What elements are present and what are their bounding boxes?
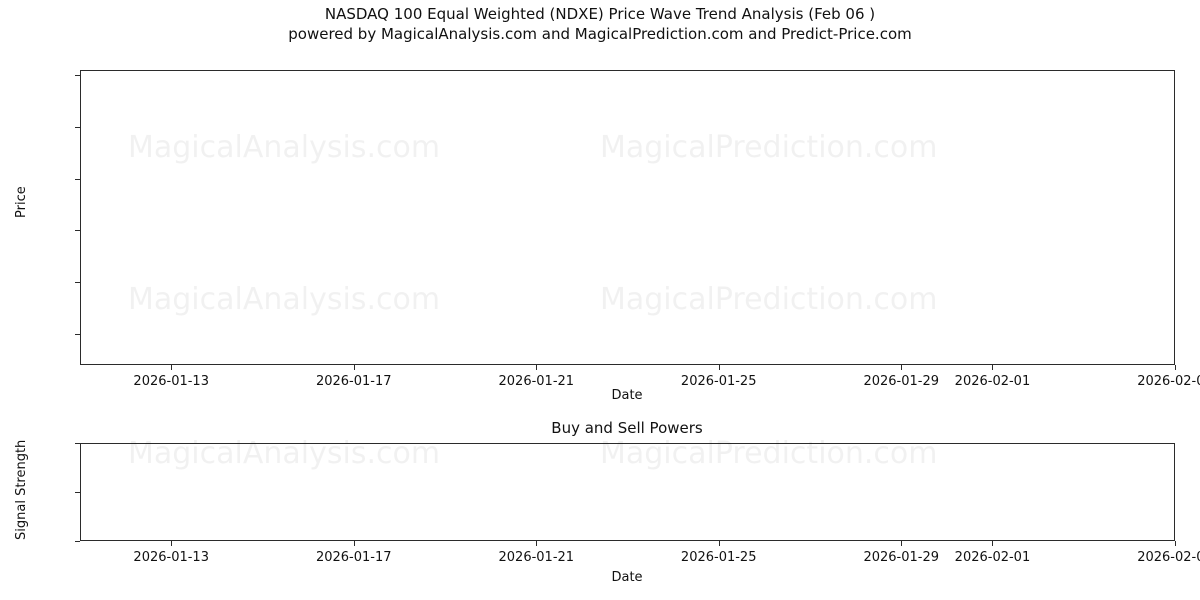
main-x-tick-label: 2026-02-01	[954, 374, 1031, 389]
main-plot-frame	[80, 70, 1175, 365]
sub-x-tick-mark	[536, 541, 538, 546]
main-y-tick-mark	[75, 126, 80, 128]
sub-y-tick-mark	[75, 492, 80, 493]
sub-x-tick-mark	[992, 541, 994, 546]
price-wave-chart: 850086008700880089009000 2026-01-132026-…	[75, 70, 1200, 389]
sub-y-axis-title: Signal Strength	[14, 439, 29, 540]
sub-x-tick-label: 2026-01-21	[498, 550, 575, 565]
sub-x-tick-mark	[718, 541, 720, 546]
main-x-tick-label: 2026-01-29	[863, 374, 940, 389]
sub-x-tick-mark	[353, 541, 355, 546]
buy-sell-powers-chart: 0.00.51.0 2026-01-132026-01-172026-01-21…	[75, 443, 1200, 565]
sub-y-tick-mark	[75, 443, 80, 444]
main-y-tick-mark	[75, 333, 80, 335]
main-x-tick-label: 2026-01-25	[680, 374, 757, 389]
main-x-tick-mark	[901, 365, 903, 370]
sub-x-tick-label: 2026-01-29	[863, 550, 940, 565]
main-x-tick-mark	[992, 365, 994, 370]
main-y-tick-mark	[75, 230, 80, 232]
main-x-tick-mark	[718, 365, 720, 370]
sub-x-tick-label: 2026-01-13	[133, 550, 209, 565]
sub-x-tick-label: 2026-01-25	[680, 550, 757, 565]
sub-x-tick-label: 2026-02-01	[954, 550, 1031, 565]
main-y-tick-mark	[75, 282, 80, 284]
sub-x-tick-mark	[1175, 541, 1176, 546]
title-line-2: powered by MagicalAnalysis.com and Magic…	[288, 25, 912, 43]
main-y-tick-mark	[75, 75, 80, 77]
main-x-tick-mark	[171, 365, 173, 370]
main-x-tick-label: 2026-01-17	[315, 374, 392, 389]
sub-x-tick-label: 2026-02-05	[1137, 550, 1200, 565]
main-x-axis-title: Date	[611, 388, 643, 403]
sub-x-tick-mark	[901, 541, 903, 546]
sub-plot-frame	[80, 443, 1175, 541]
main-x-tick-mark	[1175, 365, 1176, 370]
main-x-tick-label: 2026-02-05	[1137, 374, 1200, 389]
main-x-tick-label: 2026-01-13	[133, 374, 209, 389]
sub-x-axis-title: Date	[611, 570, 643, 585]
main-x-tick-mark	[536, 365, 538, 370]
main-y-tick-mark	[75, 178, 80, 180]
title-line-1: NASDAQ 100 Equal Weighted (NDXE) Price W…	[324, 5, 876, 23]
sub-y-tick-mark	[75, 541, 80, 542]
signal-chart-title: Buy and Sell Powers	[551, 419, 703, 437]
sub-x-tick-label: 2026-01-17	[315, 550, 392, 565]
sub-x-tick-mark	[171, 541, 173, 546]
page-title: NASDAQ 100 Equal Weighted (NDXE) Price W…	[0, 4, 1200, 44]
main-x-tick-label: 2026-01-21	[498, 374, 575, 389]
main-y-axis-title: Price	[14, 186, 29, 218]
main-x-tick-mark	[353, 365, 355, 370]
